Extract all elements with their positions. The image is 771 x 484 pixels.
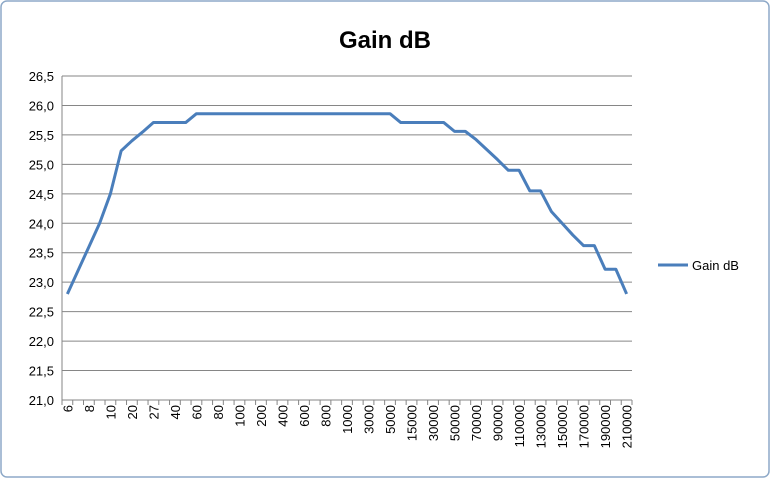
y-tick-label: 24,0 xyxy=(29,216,54,231)
y-tick-label: 21,5 xyxy=(29,364,54,379)
x-tick-label: 130000 xyxy=(534,405,549,448)
x-tick-label: 60 xyxy=(189,405,204,419)
chart-title: Gain dB xyxy=(339,27,431,54)
x-tick-label: 100 xyxy=(232,405,247,427)
x-tick-label: 170000 xyxy=(577,405,592,448)
x-tick-label: 20 xyxy=(125,405,140,419)
x-tick-label: 600 xyxy=(297,405,312,427)
x-tick-label: 90000 xyxy=(491,405,506,441)
x-tick-label: 800 xyxy=(318,405,333,427)
x-tick-label: 190000 xyxy=(598,405,613,448)
y-tick-label: 22,0 xyxy=(29,334,54,349)
y-tick-label: 23,5 xyxy=(29,246,54,261)
x-tick-label: 50000 xyxy=(448,405,463,441)
y-tick-label: 24,5 xyxy=(29,187,54,202)
x-tick-label: 5000 xyxy=(383,405,398,434)
x-tick-label: 200 xyxy=(254,405,269,427)
x-tick-label: 15000 xyxy=(405,405,420,441)
x-tick-label: 3000 xyxy=(362,405,377,434)
y-tick-label: 26,0 xyxy=(29,98,54,113)
series-line xyxy=(66,112,628,295)
x-tick-label: 8 xyxy=(82,405,97,412)
x-tick-label: 70000 xyxy=(469,405,484,441)
x-tick-label: 6 xyxy=(60,405,75,412)
x-tick-label: 210000 xyxy=(620,405,635,448)
x-tick-label: 400 xyxy=(275,405,290,427)
y-tick-label: 21,0 xyxy=(29,393,54,408)
y-tick-label: 26,5 xyxy=(29,69,54,84)
x-tick-label: 1000 xyxy=(340,405,355,434)
x-tick-label: 10 xyxy=(103,405,118,419)
x-tick-label: 150000 xyxy=(555,405,570,448)
y-tick-label: 25,5 xyxy=(29,128,54,143)
x-tick-label: 40 xyxy=(168,405,183,419)
y-tick-label: 23,0 xyxy=(29,275,54,290)
x-tick-label: 30000 xyxy=(426,405,441,441)
legend-label: Gain dB xyxy=(692,258,739,273)
x-tick-label: 27 xyxy=(146,405,161,419)
y-tick-label: 22,5 xyxy=(29,305,54,320)
x-tick-label: 110000 xyxy=(512,405,527,447)
x-tick-label: 80 xyxy=(211,405,226,419)
y-tick-label: 25,0 xyxy=(29,157,54,172)
